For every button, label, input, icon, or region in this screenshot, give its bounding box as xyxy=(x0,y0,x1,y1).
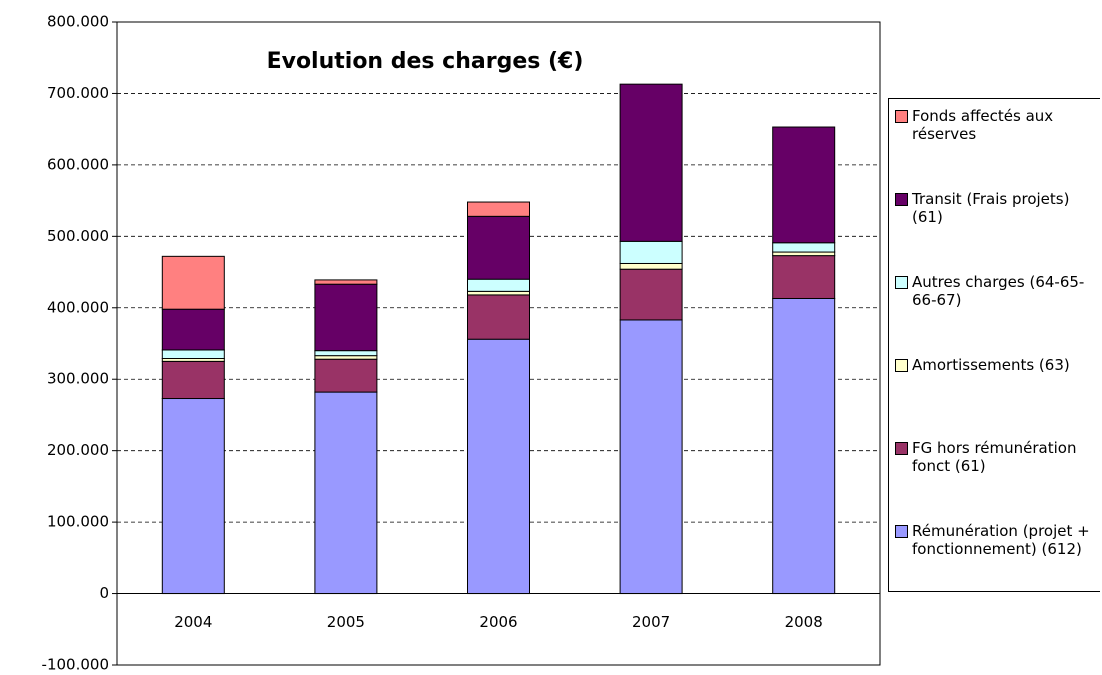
legend-label: Fonds affectés aux réserves xyxy=(912,107,1054,143)
bar-segment xyxy=(772,242,836,253)
y-tick-label: 300.000 xyxy=(47,370,109,388)
legend-entry: Autres charges (64-65-66-67) xyxy=(895,273,1099,309)
bar-segment xyxy=(772,251,836,257)
legend-swatch xyxy=(895,193,908,206)
x-tick-label: 2006 xyxy=(479,613,517,631)
x-tick-label: 2004 xyxy=(174,613,212,631)
y-tick-label: 100.000 xyxy=(47,513,109,531)
legend-entry: Fonds affectés aux réserves xyxy=(895,107,1099,143)
bar-segment xyxy=(619,83,683,242)
legend-entry: FG hors rémunération fonct (61) xyxy=(895,439,1099,475)
bar-segment xyxy=(467,201,530,217)
bar-segment xyxy=(314,350,378,357)
bar-segment xyxy=(314,355,378,360)
legend-swatch xyxy=(895,359,908,372)
legend-swatch xyxy=(895,276,908,289)
bar-segment xyxy=(467,215,530,280)
y-tick-label: 500.000 xyxy=(47,227,109,245)
bar-segment xyxy=(161,349,225,360)
legend-label: FG hors rémunération fonct (61) xyxy=(912,439,1077,475)
legend-swatch xyxy=(895,110,908,123)
bar-segment xyxy=(467,290,530,296)
x-tick-label: 2007 xyxy=(632,613,670,631)
legend-label: Rémunération (projet + fonctionnement) (… xyxy=(912,522,1090,558)
bar-segment xyxy=(467,294,530,340)
bar-segment xyxy=(467,278,530,292)
x-tick-label: 2005 xyxy=(327,613,365,631)
legend-label: Amortissements (63) xyxy=(912,356,1070,374)
legend-swatch xyxy=(895,525,908,538)
y-tick-label: 400.000 xyxy=(47,298,109,316)
bar-segment xyxy=(619,240,683,264)
y-tick-label: 0 xyxy=(99,584,109,602)
bar-segment xyxy=(467,338,530,595)
y-tick-label: -100.000 xyxy=(42,656,109,674)
bar-segment xyxy=(161,360,225,400)
bar-segment xyxy=(619,268,683,321)
legend-entry: Amortissements (63) xyxy=(895,356,1099,374)
y-tick-label: 200.000 xyxy=(47,441,109,459)
bar-segment xyxy=(619,319,683,595)
x-tick-label: 2008 xyxy=(785,613,823,631)
legend-entry: Transit (Frais projets) (61) xyxy=(895,190,1099,226)
bar-segment xyxy=(314,283,378,352)
bar-segment xyxy=(619,262,683,270)
chart-title: Evolution des charges (€) xyxy=(267,49,584,74)
legend-swatch xyxy=(895,442,908,455)
bar-segment xyxy=(161,255,225,310)
bar-segment xyxy=(772,255,836,299)
bar-segment xyxy=(314,279,378,285)
y-tick-label: 700.000 xyxy=(47,84,109,102)
legend-label: Transit (Frais projets) (61) xyxy=(912,190,1070,226)
bar-segment xyxy=(772,297,836,595)
bar-segment xyxy=(314,358,378,393)
legend: Fonds affectés aux réserves Transit (Frai… xyxy=(888,98,1100,592)
bar-segment xyxy=(161,308,225,351)
bar-segment xyxy=(772,126,836,244)
y-tick-label: 600.000 xyxy=(47,155,109,173)
bar-segment xyxy=(314,391,378,595)
legend-entry: Rémunération (projet + fonctionnement) (… xyxy=(895,522,1099,558)
y-tick-label: 800.000 xyxy=(47,13,109,31)
bar-segment xyxy=(161,398,225,595)
legend-label: Autres charges (64-65-66-67) xyxy=(912,273,1085,309)
